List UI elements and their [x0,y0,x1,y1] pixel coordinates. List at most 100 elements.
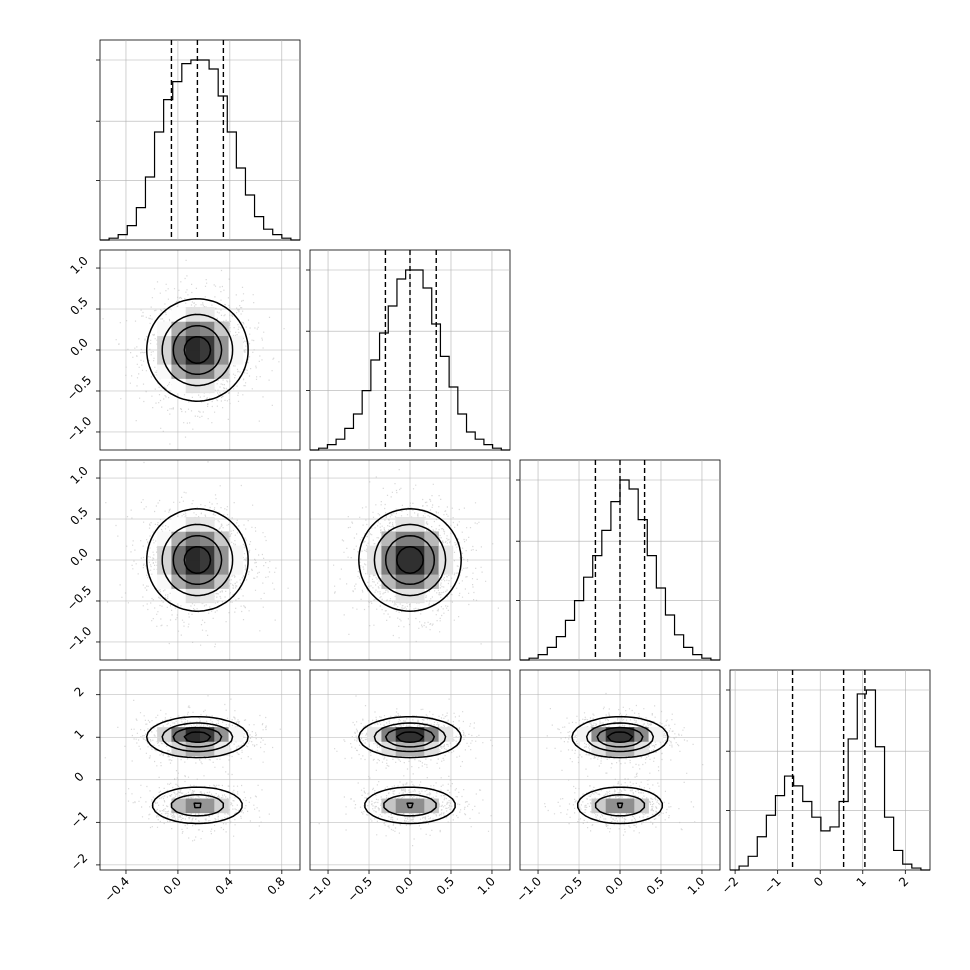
density-block [200,545,215,561]
contour-line [183,336,212,364]
density-block [200,321,215,337]
density-block [367,560,382,575]
contour-line [596,726,644,809]
density-block [214,531,229,547]
panel-content [520,670,720,870]
density-block [648,727,664,742]
panel-content [100,670,300,870]
x-tick-label: 0.0 [603,874,626,897]
contour-line [161,313,234,387]
density-panel-3-2 [519,669,721,871]
density-block [185,741,201,757]
contour-line [384,534,436,586]
density-block [214,560,229,575]
density-block [620,741,635,757]
density-block [424,574,439,589]
x-tick-label: 0.0 [393,874,416,897]
density-block [214,574,229,589]
density-block [395,574,411,589]
contour-line [606,731,634,744]
density-block [185,727,201,742]
density-block [381,727,397,742]
contour-line [396,731,424,744]
density-block [620,798,635,814]
x-tick-label: 0.5 [434,874,457,897]
density-block [381,560,397,575]
density-block [171,531,187,547]
density-panel-3-1 [309,669,511,871]
histogram-panel-3 [726,669,931,871]
y-tick-label: 0.5 [67,294,90,317]
density-block [214,335,229,351]
x-tick-label: 1 [854,874,869,889]
histogram-panel-0 [96,39,301,241]
density-block [185,531,201,547]
panel-content [310,670,510,870]
density-block [200,335,215,351]
x-tick-label: 2 [896,874,911,889]
x-tick-label: −2 [719,874,741,896]
histogram-panel-2 [516,459,721,661]
density-block [185,574,201,589]
x-tick-label: −0.5 [555,874,586,905]
density-panel-2-1 [309,459,511,661]
density-block [410,560,425,575]
density-block [171,364,187,379]
density-block [410,741,425,757]
contour-line [571,715,669,825]
x-tick-label: −1.0 [304,874,335,905]
density-block [438,560,454,575]
density-block [157,574,172,589]
panel-bg [100,670,300,870]
histogram-step-3 [730,689,930,871]
contour-line [145,508,249,612]
contour-line [384,726,436,809]
histogram-step-1 [310,269,510,451]
density-block [424,727,439,742]
density-block [381,545,397,561]
y-tick-label: −0.5 [64,373,95,404]
density-block [395,588,411,604]
panel-content [310,460,510,660]
y-tick-label: −1.0 [64,414,95,445]
density-block [395,798,411,814]
density-block [171,798,187,814]
contour-line [358,508,462,612]
density-block [438,545,454,561]
contour-line [396,546,424,574]
density-block [157,727,172,742]
y-tick-label: −1.0 [64,624,95,655]
density-block [157,321,172,337]
y-tick-label: −1 [68,808,90,830]
panel-frame [99,669,301,871]
density-block [200,798,215,814]
histogram-step-2 [520,479,720,661]
density-block [185,798,201,814]
density-block [185,364,201,379]
scatter-points [318,695,493,847]
histogram-panel-1 [306,249,511,451]
density-block [214,798,229,814]
density-block [214,321,229,337]
density-block [424,531,439,547]
y-tick-label: 0 [72,769,87,784]
density-block [171,560,187,575]
density-block [157,335,172,351]
density-block [395,545,411,561]
y-tick-label: 1.0 [67,254,90,277]
x-tick-label: 1.0 [475,874,498,897]
histogram-step-0 [100,59,300,241]
density-panel-2-0 [96,459,301,661]
density-block [410,798,425,814]
x-tick-label: 0.5 [644,874,667,897]
density-block [591,798,607,814]
x-tick-label: 0.4 [213,874,236,897]
scatter-points [102,259,285,445]
y-tick-label: 1 [72,727,87,742]
x-tick-label: −1.0 [514,874,545,905]
contour-line [373,722,447,817]
density-block [605,741,621,757]
contour-line [373,523,447,597]
scatter-points [104,695,281,842]
density-block [395,727,411,742]
